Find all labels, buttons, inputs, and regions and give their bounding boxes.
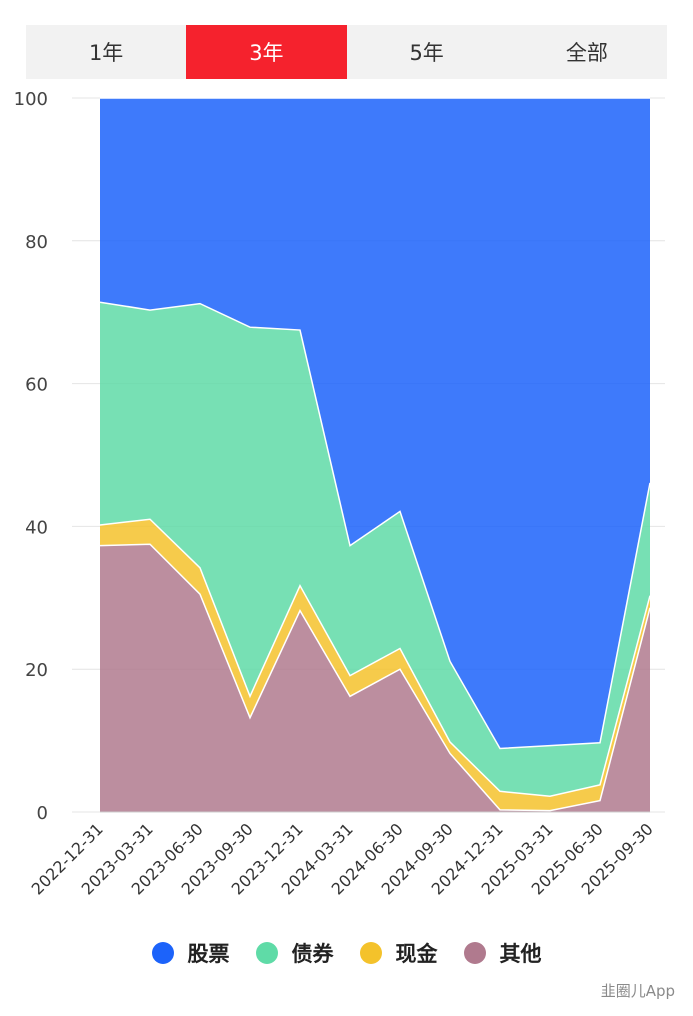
legend-label-bond: 债券 <box>291 942 334 966</box>
tab-all[interactable]: 全部 <box>565 41 608 65</box>
period-tabs: 1年 3年 5年 全部 <box>26 25 667 79</box>
y-tick-label: 0 <box>37 803 48 824</box>
legend-item-cash[interactable]: 现金 <box>359 938 438 968</box>
legend-item-other[interactable]: 其他 <box>463 938 542 968</box>
legend-item-stock[interactable]: 股票 <box>151 938 230 968</box>
y-tick-label: 60 <box>25 375 48 396</box>
series-boundary-line <box>99 301 651 750</box>
series-boundary-line <box>99 543 651 812</box>
area-series-其他 <box>100 544 650 812</box>
y-tick-label: 40 <box>25 517 48 538</box>
legend-label-other: 其他 <box>499 942 542 966</box>
area-series-现金 <box>100 519 650 811</box>
y-tick-label: 100 <box>14 89 48 110</box>
series-boundary-line <box>99 518 651 798</box>
area-series-债券 <box>100 302 650 797</box>
area-series-股票 <box>100 98 650 749</box>
legend-dot-stock <box>151 942 174 964</box>
tab-5-year[interactable]: 5年 <box>409 41 444 65</box>
legend-label-stock: 股票 <box>187 942 230 966</box>
y-tick-label: 80 <box>25 232 48 253</box>
chart-legend: 股票 债券 现金 其他 <box>0 938 693 968</box>
asset-allocation-chart: 0204060801002022-12-312023-03-312023-06-… <box>14 89 665 899</box>
legend-label-cash: 现金 <box>395 942 438 966</box>
legend-item-bond[interactable]: 债券 <box>255 938 334 968</box>
y-tick-label: 20 <box>25 660 48 681</box>
watermark: 韭圈儿App <box>600 982 675 1000</box>
tab-1-year[interactable]: 1年 <box>88 41 124 65</box>
legend-dot-bond <box>255 942 278 964</box>
legend-dot-cash <box>359 942 382 964</box>
tab-3-year[interactable]: 3年 <box>186 25 347 79</box>
legend-dot-other <box>463 942 486 964</box>
